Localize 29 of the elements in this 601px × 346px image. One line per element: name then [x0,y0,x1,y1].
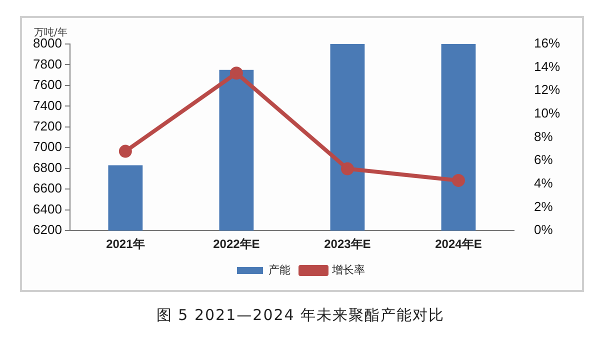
x-tick-label: 2023年E [324,237,371,252]
legend-label: 产能 [268,263,290,276]
x-tick-label: 2024年E [435,237,482,252]
y-tick-label: 6800 [33,160,62,175]
y2-tick-label: 16% [534,36,560,51]
y2-tick-label: 2% [534,198,554,214]
y-tick-label: 7400 [33,98,62,113]
y-tick-label: 6400 [33,201,62,216]
point [230,66,243,80]
y-tick-label: 7800 [33,56,62,72]
y-tick-label: 6200 [33,222,62,238]
y2-tick-label: 6% [534,152,554,168]
point [452,174,465,187]
y2-tick-label: 12% [534,82,560,98]
y-tick-label: 7600 [33,77,62,92]
y2-tick-label: 0% [534,222,554,238]
y-tick-label: 6600 [33,180,62,196]
x-tick-label: 2022年E [213,237,260,252]
point [340,162,354,176]
y-tick-label: 7200 [33,118,62,134]
y-tick-label: 7000 [33,139,62,154]
y2-tick-label: 14% [534,58,560,74]
y2-tick-label: 10% [534,106,560,121]
x-tick-label: 2021年 [106,237,145,252]
legend-label: 增长率 [331,263,365,276]
y2-tick-label: 4% [534,176,554,191]
y2-tick-label: 8% [534,128,554,144]
text: 图 5 2021—2024 年未来聚酯产能对比 [155,306,446,325]
point [118,144,132,158]
